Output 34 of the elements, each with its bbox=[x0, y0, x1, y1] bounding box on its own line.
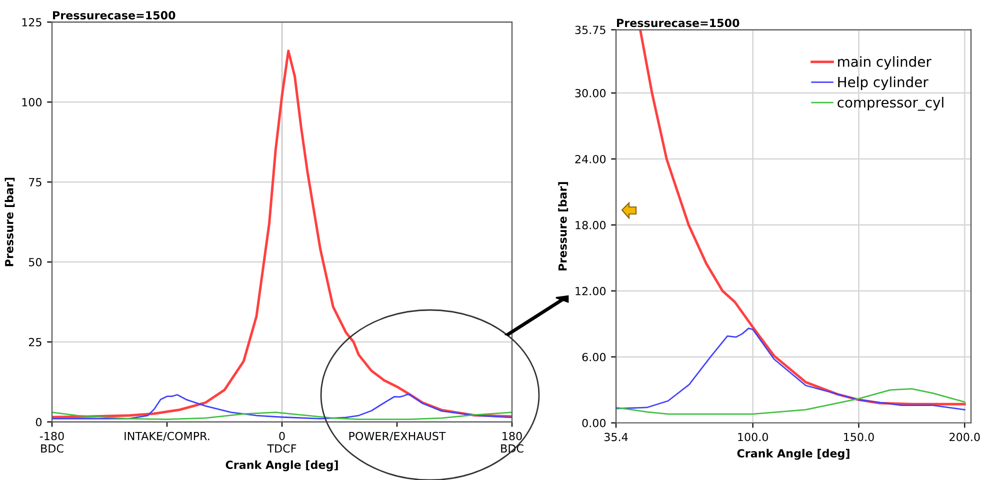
x-tick-label: 35.4 bbox=[604, 432, 628, 442]
legend-label: compressor_cyl bbox=[838, 96, 944, 111]
legend-label: main cylinder bbox=[838, 56, 932, 70]
y-tick-label: 35.75 bbox=[575, 26, 606, 34]
x-axis-title: Crank Angle [deg] bbox=[226, 460, 338, 472]
y-tick-label: 0.00 bbox=[582, 418, 606, 428]
y-axis-title: Pressure [bar] bbox=[558, 182, 568, 270]
y-tick-label: 18.00 bbox=[576, 220, 606, 230]
line-series bbox=[616, 388, 966, 415]
y-tick-label: 6.00 bbox=[582, 352, 606, 362]
x-tick-label: 150.0 bbox=[844, 432, 874, 442]
y-axis-title: Pressure [bar] bbox=[4, 178, 15, 266]
y-tick-label: 50 bbox=[28, 258, 42, 266]
y-tick-label: 25 bbox=[28, 338, 42, 346]
y-tick-label: 30.00 bbox=[575, 88, 606, 98]
legend-label: Help cylinder bbox=[838, 76, 928, 90]
y-tick-label: 125 bbox=[22, 18, 42, 26]
chart-title: Pressurecase=1500 bbox=[53, 11, 176, 20]
chart-title: Pressurecase=1500 bbox=[617, 18, 740, 28]
y-tick-label: 0 bbox=[36, 418, 42, 426]
line-series bbox=[52, 394, 512, 420]
x-tick-label: -180 BDC bbox=[40, 432, 64, 453]
y-tick-label: 12.00 bbox=[576, 286, 606, 296]
x-tick-label: 200.0 bbox=[950, 432, 980, 442]
x-axis-title: Crank Angle [deg] bbox=[737, 448, 850, 460]
y-tick-label: 100 bbox=[22, 98, 42, 106]
x-tick-label: 100.0 bbox=[738, 432, 768, 442]
x-tick-label: POWER/EXHAUST bbox=[349, 432, 446, 442]
line-series bbox=[52, 50, 512, 418]
line-series bbox=[616, 328, 966, 410]
x-tick-label: INTAKE/COMPR. bbox=[124, 432, 210, 442]
x-tick-label: 0 TDCF bbox=[267, 432, 296, 453]
y-tick-label: 24.00 bbox=[575, 154, 606, 164]
y-tick-label: 75 bbox=[29, 178, 42, 186]
